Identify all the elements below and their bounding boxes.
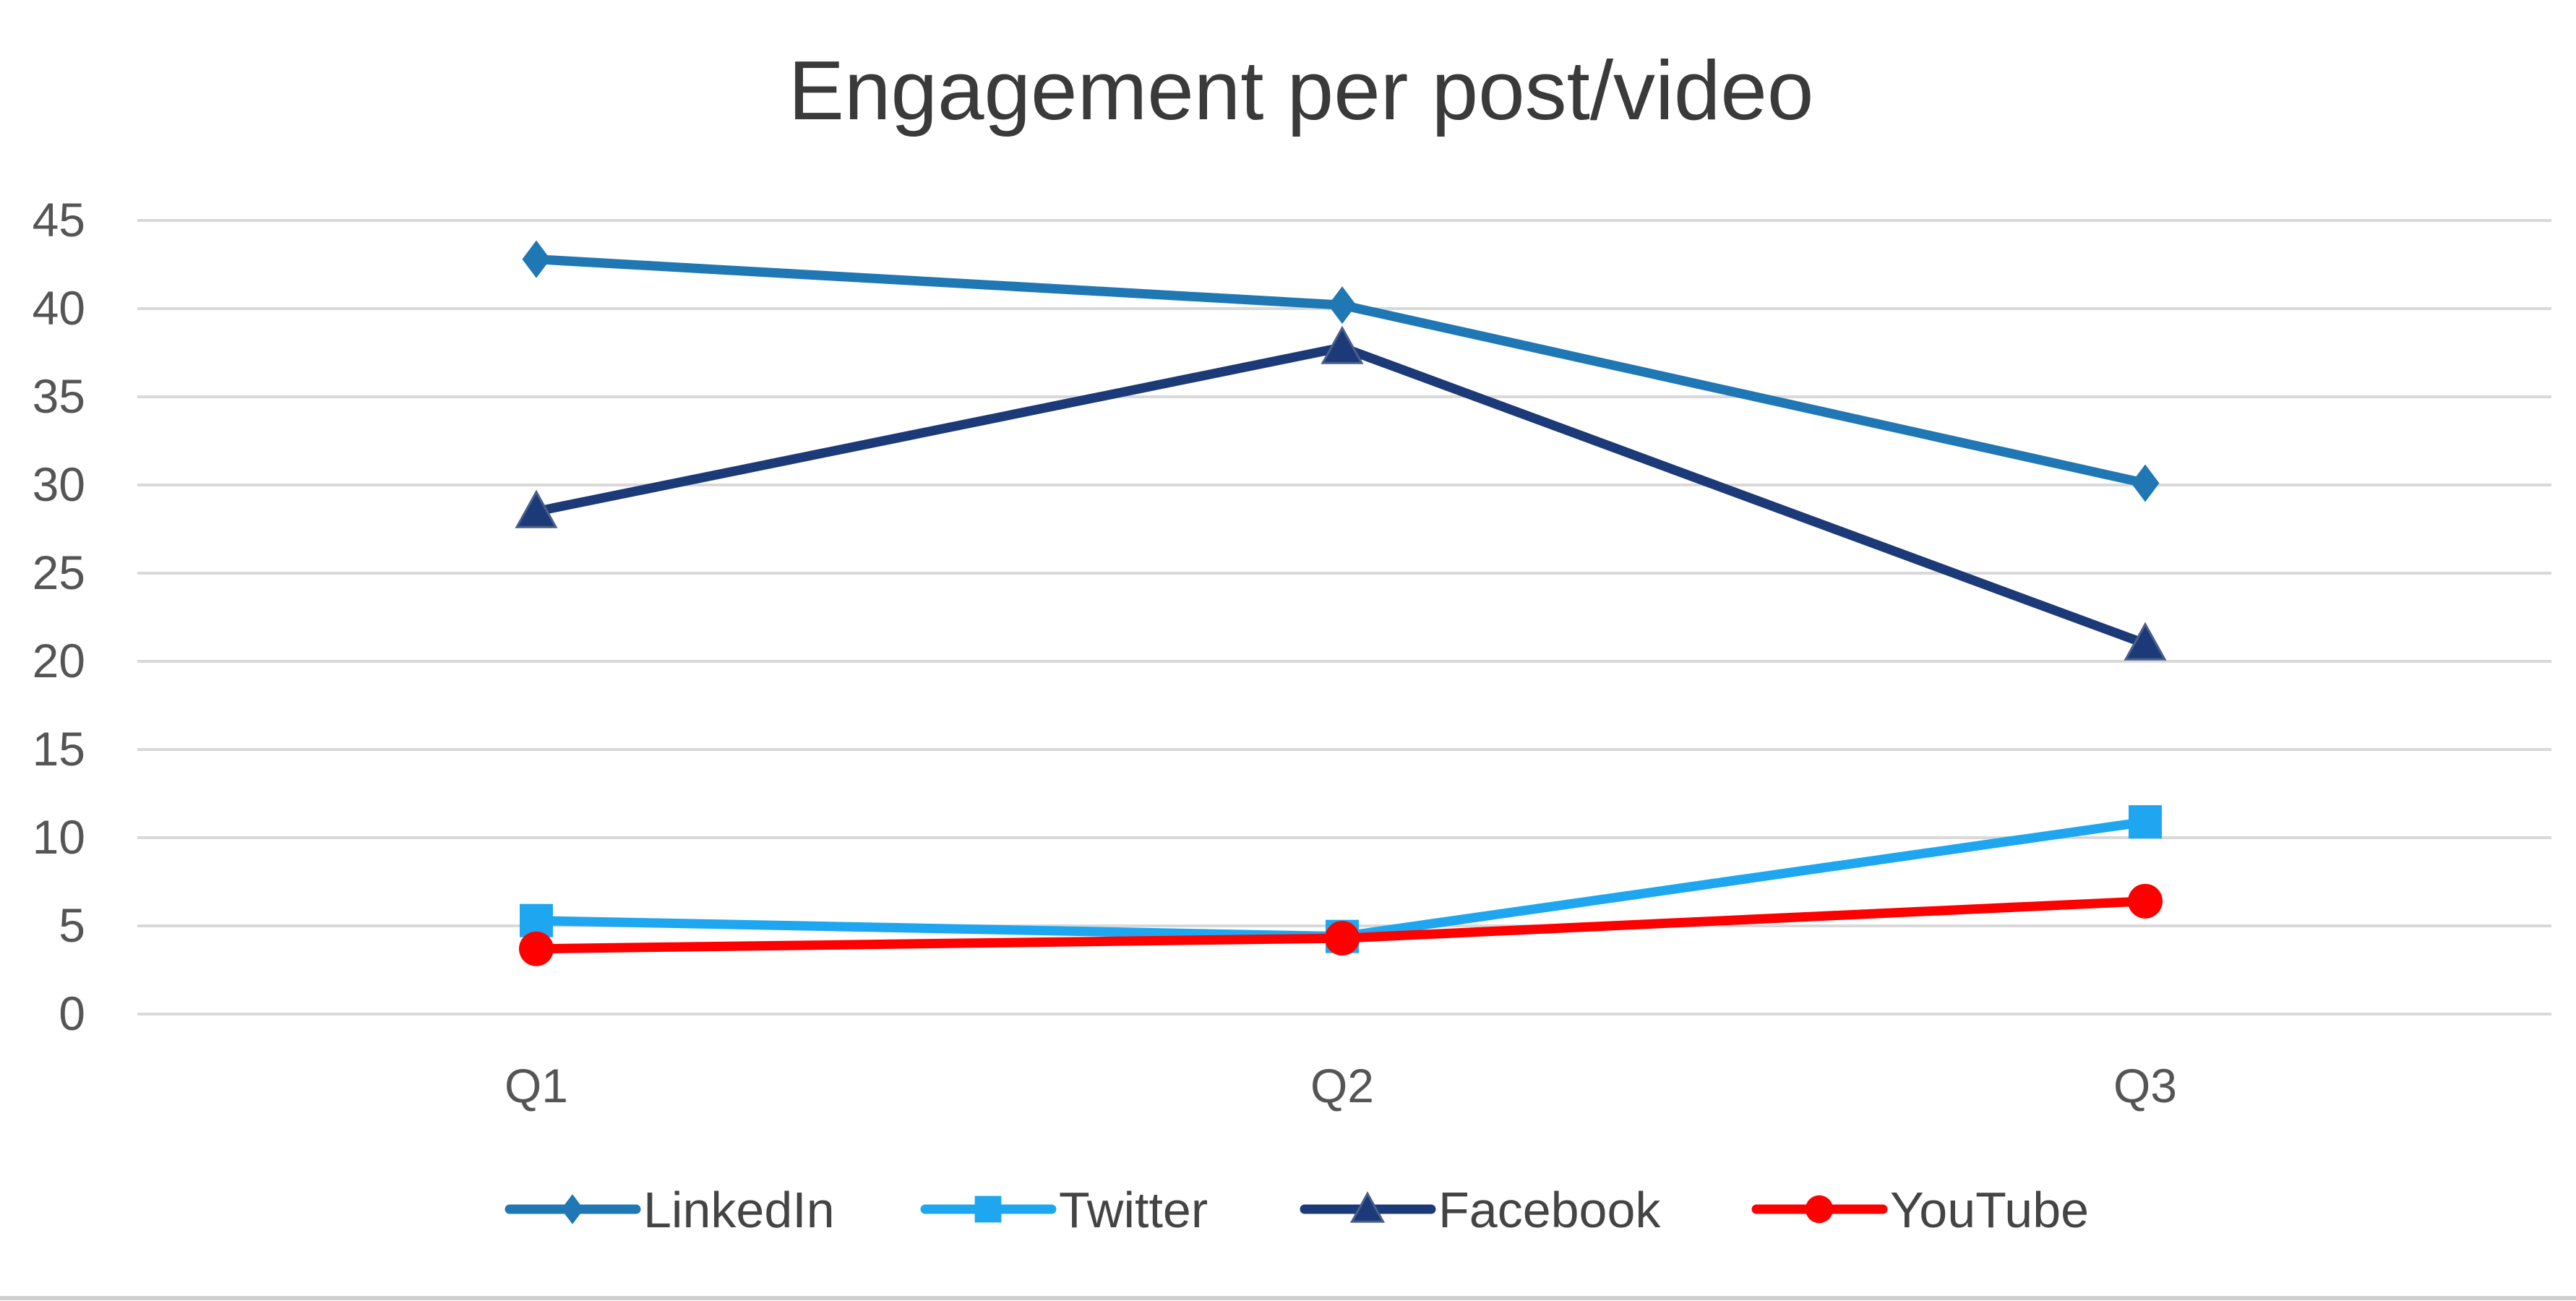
legend-item-twitter: Twitter — [920, 1182, 1208, 1238]
legend-item-youtube: YouTube — [1751, 1182, 2089, 1238]
legend-marker — [1805, 1195, 1834, 1224]
facebook-point-q1 — [515, 489, 558, 528]
y-tick-label: 25 — [33, 546, 85, 599]
series-facebook — [515, 325, 2167, 661]
y-tick-label: 35 — [33, 369, 85, 423]
y-tick-label: 40 — [33, 281, 85, 335]
legend-item-linkedin: LinkedIn — [505, 1182, 835, 1238]
facebook-point-q2 — [1321, 325, 1364, 364]
youtube-point-q1 — [519, 931, 554, 966]
youtube-point-q2 — [1325, 921, 1360, 956]
y-tick-label: 45 — [33, 193, 85, 246]
facebook-point-q3 — [2124, 622, 2167, 661]
y-tick-label: 30 — [33, 458, 85, 511]
y-tick-label: 20 — [33, 634, 85, 687]
linkedin-point-q2 — [1328, 286, 1357, 325]
legend-item-facebook: Facebook — [1300, 1182, 1661, 1238]
y-tick-label: 10 — [33, 810, 85, 864]
legend-marker — [974, 1195, 1002, 1223]
series-linkedin — [522, 240, 2160, 502]
series-line-facebook — [531, 343, 2150, 649]
x-tick-label: Q3 — [2113, 1059, 2177, 1112]
legend-label: Twitter — [1059, 1182, 1208, 1238]
x-tick-label: Q1 — [505, 1059, 568, 1112]
legend: LinkedIn Twitter Facebook YouTube — [505, 1182, 2089, 1238]
youtube-point-q3 — [2128, 883, 2163, 919]
x-axis-tick-labels: Q1 Q2 Q3 — [505, 1059, 2177, 1112]
y-axis-tick-labels: 0 5 10 15 20 25 30 35 40 45 — [33, 193, 85, 1040]
series-youtube — [519, 883, 2163, 966]
twitter-point-q3 — [2129, 805, 2162, 839]
legend-marker — [561, 1194, 584, 1224]
linkedin-point-q1 — [522, 240, 551, 278]
series-lines — [515, 240, 2167, 966]
legend-label: Facebook — [1438, 1182, 1661, 1238]
y-tick-label: 15 — [33, 722, 85, 776]
legend-label: LinkedIn — [643, 1182, 835, 1238]
linkedin-point-q3 — [2131, 464, 2160, 502]
x-tick-label: Q2 — [1310, 1059, 1374, 1112]
chart-title: Engagement per post/video — [789, 43, 1814, 137]
legend-marker — [1349, 1191, 1386, 1223]
legend-label: YouTube — [1890, 1182, 2089, 1238]
y-tick-label: 5 — [59, 898, 85, 952]
y-tick-label: 0 — [59, 987, 85, 1040]
